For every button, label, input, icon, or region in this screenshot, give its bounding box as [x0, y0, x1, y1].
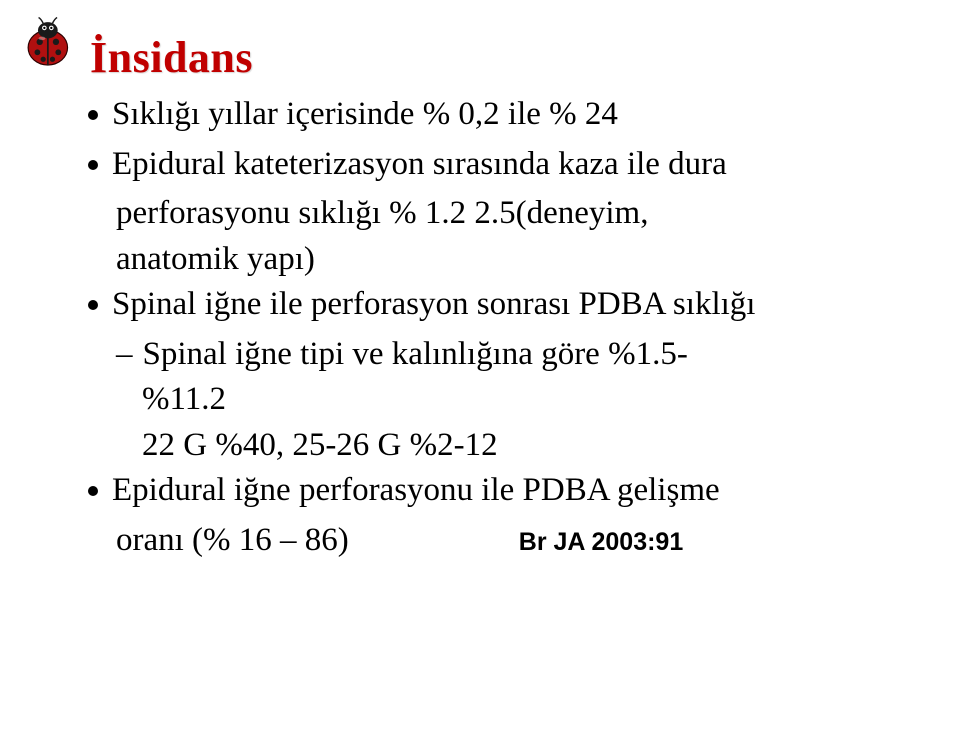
bullet-2-text-line3: anatomik yapı) [116, 237, 952, 283]
bullet-2: Epidural kateterizasyon sırasında kaza i… [88, 142, 952, 188]
bullet-dot-icon [88, 110, 98, 120]
dash-icon: – [116, 332, 133, 378]
sub-bullet-1-line2: %11.2 [142, 377, 952, 423]
bullet-4-text-line1: Epidural iğne perforasyonu ile PDBA geli… [112, 468, 952, 514]
sub-bullet-1: – Spinal iğne tipi ve kalınlığına göre %… [116, 332, 952, 378]
bullet-4-text-line2: oranı (% 16 – 86) [116, 518, 349, 564]
bullet-dot-icon [88, 160, 98, 170]
bullet-2-text-line2: perforasyonu sıklığı % 1.2 2.5(deneyim, [116, 191, 952, 237]
sub-bullet-1-line1: Spinal iğne tipi ve kalınlığına göre %1.… [143, 332, 953, 378]
slide-content: Sıklığı yıllar içerisinde % 0,2 ile % 24… [88, 92, 952, 563]
bullet-4: Epidural iğne perforasyonu ile PDBA geli… [88, 468, 952, 514]
bullet-3-text: Spinal iğne ile perforasyon sonrası PDBA… [112, 282, 952, 328]
ladybug-icon [20, 14, 78, 72]
bullet-dot-icon [88, 486, 98, 496]
bullet-3: Spinal iğne ile perforasyon sonrası PDBA… [88, 282, 952, 328]
slide: İnsidans Sıklığı yıllar içerisinde % 0,2… [0, 0, 960, 746]
bullet-4-line2-row: oranı (% 16 – 86) Br JA 2003:91 [116, 518, 952, 564]
bullet-1-text: Sıklığı yıllar içerisinde % 0,2 ile % 24 [112, 92, 952, 138]
slide-title: İnsidans [90, 32, 253, 83]
reference-text: Br JA 2003:91 [519, 525, 683, 560]
bullet-1: Sıklığı yıllar içerisinde % 0,2 ile % 24 [88, 92, 952, 138]
sub-bullet-1-line3: 22 G %40, 25-26 G %2-12 [142, 423, 952, 469]
bullet-dot-icon [88, 300, 98, 310]
bullet-2-text-line1: Epidural kateterizasyon sırasında kaza i… [112, 142, 952, 188]
